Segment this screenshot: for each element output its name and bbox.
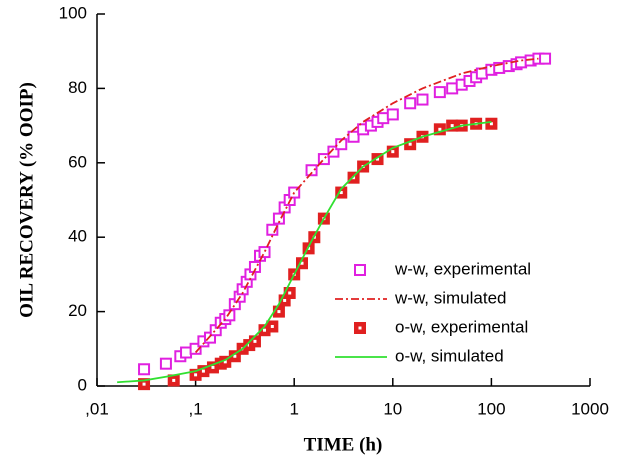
marker-dot — [277, 310, 281, 314]
data-point — [327, 145, 340, 158]
x-tick-label: 1000 — [571, 399, 609, 418]
data-point — [377, 112, 390, 125]
data-point — [258, 246, 271, 259]
data-point — [138, 363, 151, 376]
marker-dot — [263, 328, 267, 332]
marker-dot — [142, 382, 146, 386]
y-tick-label: 40 — [68, 227, 87, 246]
marker-dot — [223, 360, 227, 364]
data-point — [515, 56, 528, 69]
marker-dot — [283, 298, 287, 302]
y-tick-label: 20 — [68, 301, 87, 320]
series-line — [194, 57, 539, 354]
marker-dot — [300, 261, 304, 265]
marker-dot — [352, 176, 356, 180]
data-point — [446, 82, 459, 95]
marker-dot — [450, 124, 454, 128]
data-point — [539, 52, 552, 65]
legend-marker — [354, 264, 366, 276]
y-tick-label: 80 — [68, 78, 87, 97]
data-point — [180, 346, 193, 359]
data-point — [335, 138, 348, 151]
data-point — [386, 108, 399, 121]
x-axis-label: TIME (h) — [304, 434, 383, 455]
data-point — [433, 86, 446, 99]
marker-dot — [201, 369, 205, 373]
data-point — [266, 223, 279, 236]
marker-dot — [339, 191, 343, 195]
legend-label: o-w, experimental — [395, 317, 528, 336]
data-point — [475, 67, 488, 80]
data-point — [347, 130, 360, 143]
data-point — [159, 357, 172, 370]
data-point — [189, 342, 202, 355]
marker-dot — [438, 127, 442, 131]
data-point — [317, 153, 330, 166]
x-tick-label: 100 — [477, 399, 505, 418]
data-point — [305, 164, 318, 177]
x-tick-label: ,01 — [85, 399, 109, 418]
marker-dot — [288, 291, 292, 295]
marker-dot — [358, 326, 362, 330]
data-point — [248, 260, 261, 273]
y-tick-label: 0 — [78, 375, 87, 394]
marker-dot — [233, 354, 237, 358]
y-tick-label: 60 — [68, 152, 87, 171]
marker-dot — [211, 365, 215, 369]
data-point — [404, 97, 417, 110]
marker-dot — [172, 378, 176, 382]
data-point — [416, 93, 429, 106]
marker-dot — [270, 324, 274, 328]
marker-dot — [408, 142, 412, 146]
y-tick-label: 100 — [59, 3, 87, 22]
legend-label: w-w, experimental — [394, 259, 531, 278]
x-tick-label: 1 — [289, 399, 298, 418]
legend-label: w-w, simulated — [394, 288, 506, 307]
y-axis-label: OIL RECOVERY (% OOIP) — [16, 82, 37, 318]
x-tick-label: 10 — [383, 399, 402, 418]
x-tick-label: ,1 — [189, 399, 203, 418]
data-point — [272, 212, 285, 225]
marker-dot — [489, 122, 493, 126]
marker-dot — [391, 150, 395, 154]
marker-dot — [253, 339, 257, 343]
legend-label: o-w, simulated — [395, 346, 504, 365]
series-line — [117, 120, 492, 384]
marker-dot — [376, 157, 380, 161]
data-point — [223, 309, 236, 322]
marker-dot — [194, 373, 198, 377]
